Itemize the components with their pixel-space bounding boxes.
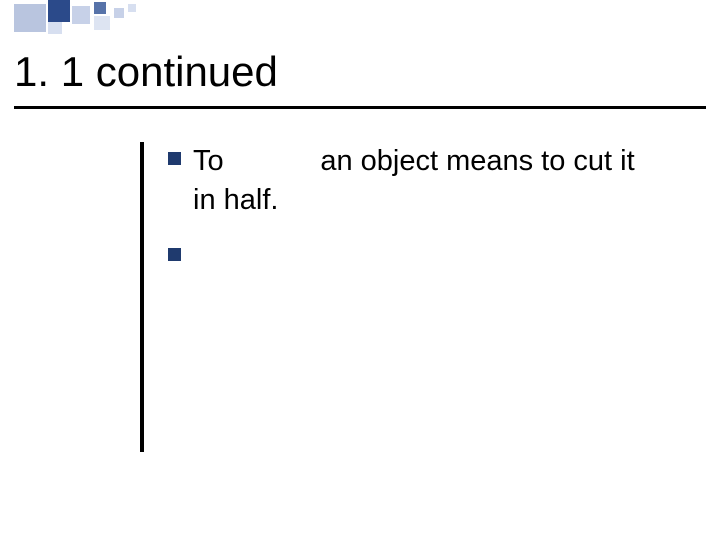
deco-square bbox=[72, 6, 90, 24]
corner-decoration bbox=[0, 0, 180, 40]
title-underline bbox=[14, 106, 706, 109]
list-item: To an object means to cut it in half. bbox=[168, 142, 700, 220]
deco-square bbox=[48, 22, 62, 34]
text-segment: To bbox=[193, 145, 232, 177]
bullet-icon bbox=[168, 152, 181, 165]
bullet-icon bbox=[168, 248, 181, 261]
list-item bbox=[168, 238, 700, 277]
title-area: 1. 1 continued bbox=[14, 48, 706, 109]
content-area: To an object means to cut it in half. bbox=[140, 142, 700, 452]
deco-square bbox=[48, 0, 70, 22]
slide-title: 1. 1 continued bbox=[14, 48, 706, 106]
text-segment: in half. bbox=[193, 184, 278, 216]
deco-square bbox=[128, 4, 136, 12]
bullet-text: To an object means to cut it in half. bbox=[193, 142, 635, 220]
deco-square bbox=[14, 4, 46, 32]
text-segment: an object means to cut it bbox=[320, 145, 634, 177]
deco-square bbox=[114, 8, 124, 18]
text-gap bbox=[232, 145, 321, 177]
deco-square bbox=[94, 16, 110, 30]
deco-square bbox=[94, 2, 106, 14]
